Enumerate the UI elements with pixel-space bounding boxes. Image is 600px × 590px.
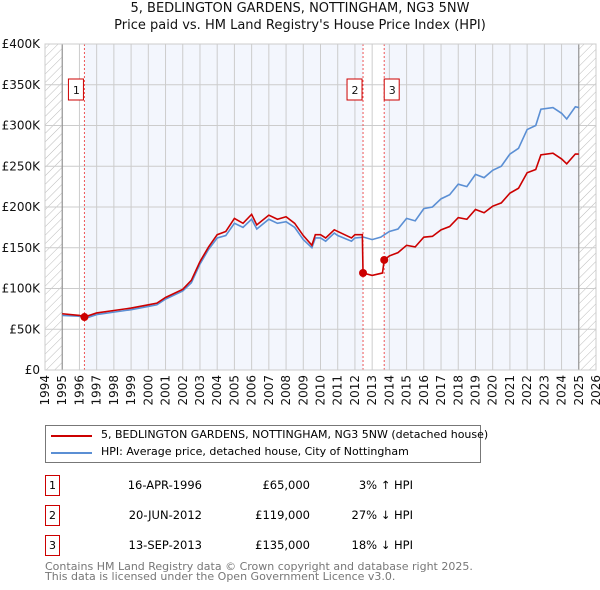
plot-frame [44, 43, 597, 371]
y-tick-label: £250K [2, 159, 42, 173]
x-tick-label: 2002 [176, 375, 190, 406]
legend-swatch-red [51, 435, 92, 437]
x-tick-label: 2016 [417, 375, 431, 406]
x-tick-label: 2009 [296, 375, 310, 406]
legend: 5, BEDLINGTON GARDENS, NOTTINGHAM, NG3 5… [45, 425, 488, 463]
hpi-line [62, 105, 579, 320]
sale-row: 2 20-JUN-2012 £119,000 27% ↓ HPI [45, 505, 465, 526]
x-tick-label: 2015 [400, 375, 414, 406]
y-tick-label: £300K [2, 119, 42, 133]
sale-label: 3 [389, 84, 396, 97]
x-tick-label: 2024 [555, 375, 569, 406]
x-tick-label: 1998 [107, 375, 121, 406]
sale-date: 13-SEP-2013 [128, 538, 202, 552]
x-tick-label: 2023 [537, 375, 551, 406]
sale-date: 16-APR-1996 [127, 478, 202, 492]
chart-title: 5, BEDLINGTON GARDENS, NOTTINGHAM, NG3 5… [130, 1, 470, 16]
x-tick-label: 1994 [38, 375, 52, 406]
y-tick-label: £350K [2, 78, 42, 92]
x-tick-label: 2003 [193, 375, 207, 406]
y-tick-label: £0 [25, 363, 40, 377]
sale-point [359, 269, 368, 278]
sale-hpi-diff: 27% ↓ HPI [351, 508, 413, 522]
sale-hpi-diff: 3% ↑ HPI [358, 478, 413, 492]
legend-label: 5, BEDLINGTON GARDENS, NOTTINGHAM, NG3 5… [101, 428, 489, 441]
x-tick-label: 2017 [434, 375, 448, 406]
sale-price: £135,000 [255, 538, 310, 552]
x-tick-label: 2026 [589, 375, 600, 406]
x-tick-label: 2022 [520, 375, 534, 406]
x-tick-label: 2005 [227, 375, 241, 406]
sale-hpi-diff: 18% ↓ HPI [351, 538, 413, 552]
sale-badge: 1 [45, 475, 60, 496]
x-tick-label: 2011 [331, 375, 345, 406]
property-price-line [62, 152, 579, 318]
sale-price: £119,000 [255, 508, 310, 522]
footer-licence: This data is licensed under the Open Gov… [45, 570, 396, 583]
x-tick-label: 2001 [159, 375, 173, 406]
x-tick-label: 2006 [245, 375, 259, 406]
x-tick-label: 2018 [451, 375, 465, 406]
x-tick-label: 1995 [55, 375, 69, 406]
sale-point [80, 313, 89, 322]
x-tick-label: 2013 [365, 375, 379, 406]
x-tick-label: 1996 [72, 375, 86, 406]
x-tick-label: 2014 [382, 375, 396, 406]
y-tick-label: £150K [2, 241, 42, 255]
sale-row: 1 16-APR-1996 £65,000 3% ↑ HPI [45, 475, 465, 496]
x-tick-label: 2012 [348, 375, 362, 406]
chart-subtitle: Price paid vs. HM Land Registry's House … [114, 18, 486, 33]
footer-copyright: Contains HM Land Registry data © Crown c… [45, 560, 473, 573]
sale-row: 3 13-SEP-2013 £135,000 18% ↓ HPI [45, 535, 465, 556]
x-tick-label: 2004 [210, 375, 224, 406]
y-tick-label: £200K [2, 200, 42, 214]
x-tick-label: 2000 [141, 375, 155, 406]
sale-price: £65,000 [262, 478, 310, 492]
x-tick-label: 2010 [314, 375, 328, 406]
x-tick-label: 2019 [468, 375, 482, 406]
y-tick-label: £100K [2, 282, 42, 296]
sale-label-box [67, 78, 84, 101]
price-chart: 1994 1995 1996 1997 1998 1999 2000 2001 2002 2003… [2, 37, 600, 406]
x-tick-label: 2025 [572, 375, 586, 406]
sale-label-box [346, 78, 363, 101]
sale-date: 20-JUN-2012 [128, 508, 202, 522]
sale-badge: 2 [45, 505, 60, 526]
x-tick-label: 2007 [262, 375, 276, 406]
y-tick-label: £50K [9, 322, 41, 336]
sale-label: 1 [73, 84, 80, 97]
legend-label: HPI: Average price, detached house, City… [101, 445, 409, 458]
y-tick-label: £400K [2, 37, 42, 51]
sale-point [380, 255, 389, 264]
x-tick-label: 1999 [124, 375, 138, 406]
sale-label-box [383, 78, 400, 101]
x-tick-label: 1997 [90, 375, 104, 406]
legend-swatch-blue [51, 452, 92, 454]
x-tick-label: 2008 [279, 375, 293, 406]
x-tick-label: 2020 [486, 375, 500, 406]
x-tick-label: 2021 [503, 375, 517, 406]
sale-badge: 3 [45, 535, 60, 556]
sale-label: 2 [352, 84, 359, 97]
